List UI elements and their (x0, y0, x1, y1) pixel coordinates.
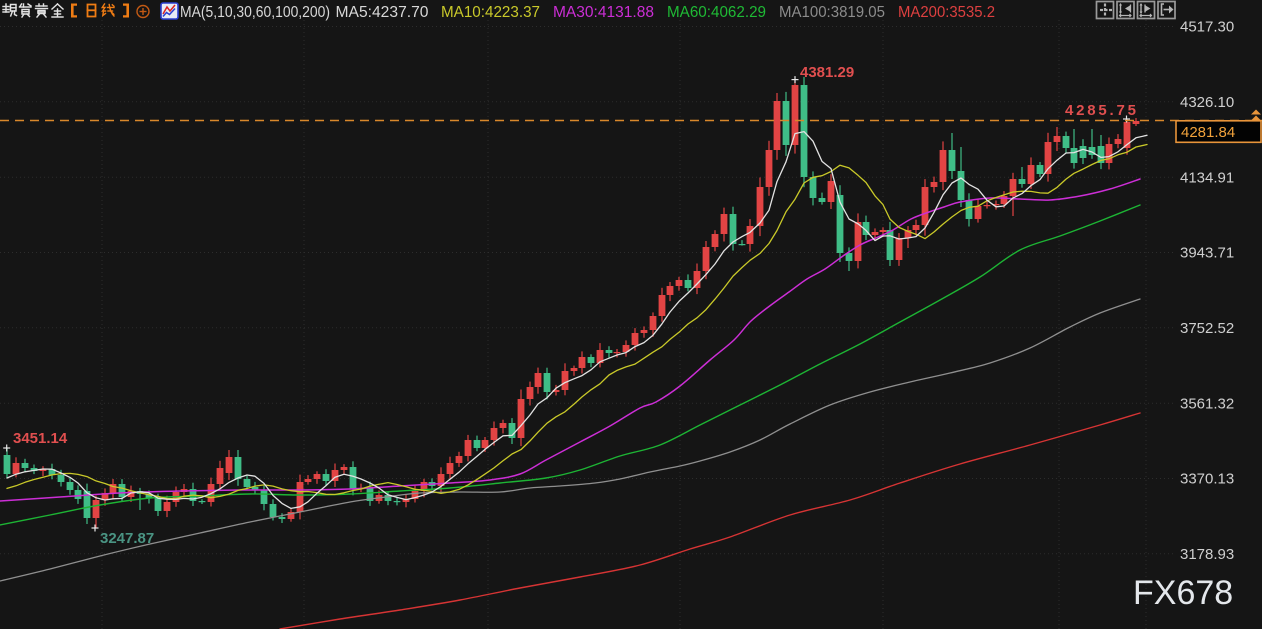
svg-text:4285.75: 4285.75 (1065, 102, 1136, 119)
svg-text:FX678: FX678 (1133, 574, 1233, 612)
svg-text:4281.84: 4281.84 (1181, 124, 1235, 141)
svg-text:3247.87: 3247.87 (100, 530, 154, 547)
svg-text:4326.10: 4326.10 (1180, 94, 1234, 111)
svg-text:MA100:3819.05: MA100:3819.05 (779, 4, 885, 21)
svg-text:4134.91: 4134.91 (1180, 169, 1234, 186)
svg-text:MA(5,10,30,60,100,200): MA(5,10,30,60,100,200) (180, 4, 330, 21)
svg-text:3178.93: 3178.93 (1180, 546, 1234, 563)
svg-text:3752.52: 3752.52 (1180, 320, 1234, 337)
svg-text:3561.32: 3561.32 (1180, 395, 1234, 412)
svg-text:4381.29: 4381.29 (800, 64, 854, 81)
svg-text:MA30:4131.88: MA30:4131.88 (553, 4, 654, 21)
svg-text:MA5:4237.70: MA5:4237.70 (336, 4, 429, 21)
svg-text:MA200:3535.2: MA200:3535.2 (898, 4, 995, 21)
svg-text:3370.13: 3370.13 (1180, 471, 1234, 488)
svg-text:3451.14: 3451.14 (13, 430, 68, 447)
svg-text:MA10:4223.37: MA10:4223.37 (441, 4, 540, 21)
svg-text:MA60:4062.29: MA60:4062.29 (667, 4, 766, 21)
svg-text:3943.71: 3943.71 (1180, 245, 1234, 262)
svg-text:4517.30: 4517.30 (1180, 19, 1234, 36)
